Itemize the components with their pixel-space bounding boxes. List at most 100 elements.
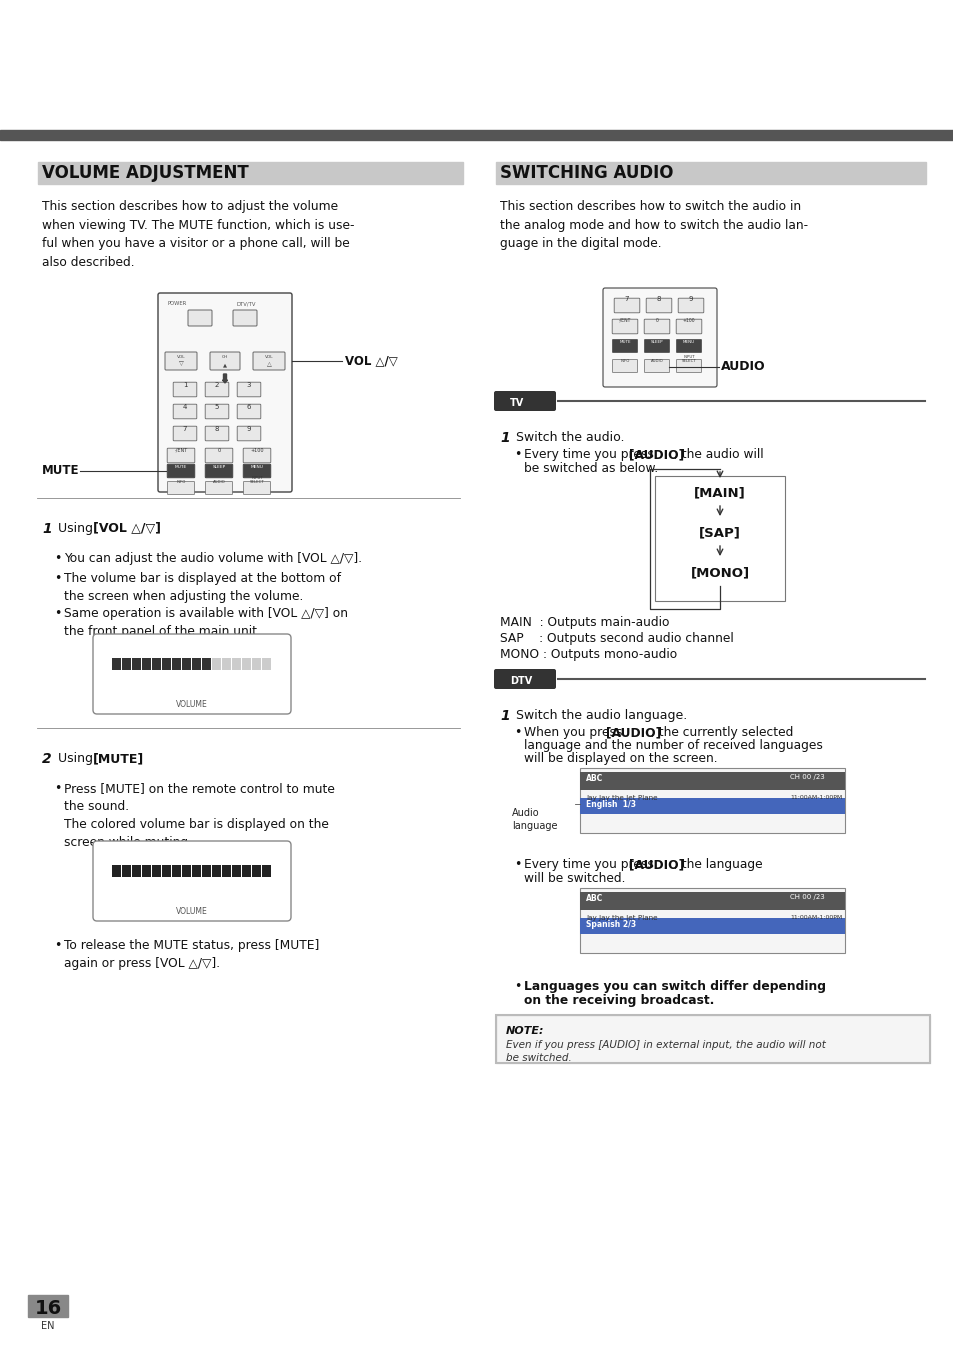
Text: SLEEP: SLEEP — [650, 340, 662, 345]
Text: △: △ — [266, 361, 271, 366]
FancyBboxPatch shape — [494, 390, 556, 411]
Text: Audio
language: Audio language — [512, 808, 557, 831]
Text: Switch the audio language.: Switch the audio language. — [516, 709, 686, 721]
Text: [MUTE]: [MUTE] — [92, 753, 144, 765]
FancyBboxPatch shape — [158, 293, 292, 492]
FancyBboxPatch shape — [205, 449, 233, 463]
Text: Every time you press: Every time you press — [523, 858, 657, 871]
Bar — [38, 162, 462, 184]
Text: 7: 7 — [183, 426, 187, 432]
Text: will be displayed on the screen.: will be displayed on the screen. — [523, 753, 717, 765]
FancyBboxPatch shape — [253, 353, 285, 370]
Bar — [496, 1015, 929, 1063]
Text: 0: 0 — [655, 317, 658, 323]
Text: 5: 5 — [214, 404, 219, 409]
Bar — [262, 865, 272, 877]
Text: VOLUME: VOLUME — [176, 700, 208, 709]
Text: 9: 9 — [247, 426, 251, 432]
FancyBboxPatch shape — [243, 465, 271, 478]
Text: VOLUME: VOLUME — [176, 907, 208, 916]
Text: [AUDIO]: [AUDIO] — [628, 449, 683, 461]
Bar — [193, 658, 201, 670]
Bar — [152, 658, 161, 670]
Text: 3: 3 — [247, 382, 251, 388]
Text: SAP    : Outputs second audio channel: SAP : Outputs second audio channel — [499, 632, 733, 644]
Text: language and the number of received languages: language and the number of received lang… — [523, 739, 822, 753]
Text: Jay Jay the Jet Plane: Jay Jay the Jet Plane — [585, 794, 657, 801]
Text: [MONO]: [MONO] — [690, 566, 749, 580]
FancyBboxPatch shape — [92, 634, 291, 713]
FancyBboxPatch shape — [173, 404, 196, 419]
FancyBboxPatch shape — [165, 353, 196, 370]
Bar — [162, 865, 172, 877]
Text: The volume bar is displayed at the bottom of
the screen when adjusting the volum: The volume bar is displayed at the botto… — [64, 571, 340, 603]
Text: •: • — [514, 449, 521, 461]
FancyBboxPatch shape — [602, 288, 717, 386]
Bar — [253, 658, 261, 670]
Text: •: • — [54, 571, 61, 585]
Text: be switched as below.: be switched as below. — [523, 462, 658, 476]
Text: Spanish 2/3: Spanish 2/3 — [585, 920, 636, 929]
Text: , the language: , the language — [673, 858, 761, 871]
Text: •: • — [514, 858, 521, 871]
Bar — [655, 476, 784, 601]
Text: 11:00AM-1:00PM: 11:00AM-1:00PM — [789, 915, 841, 920]
Text: 11:00AM-1:00PM: 11:00AM-1:00PM — [789, 794, 841, 800]
Text: MUTE: MUTE — [42, 463, 79, 477]
Text: NOTE:: NOTE: — [505, 1025, 544, 1036]
Text: DTV/TV: DTV/TV — [236, 301, 256, 305]
Text: TV: TV — [510, 399, 524, 408]
Bar — [222, 865, 232, 877]
Text: Languages you can switch differ depending: Languages you can switch differ dependin… — [523, 979, 825, 993]
Bar — [242, 865, 252, 877]
Text: POWER: POWER — [168, 301, 187, 305]
Text: •: • — [514, 725, 521, 739]
Text: +100: +100 — [250, 449, 263, 453]
Bar — [579, 771, 844, 790]
Text: MUTE: MUTE — [174, 465, 187, 469]
Text: INPUT
SELECT: INPUT SELECT — [680, 355, 696, 363]
Bar — [496, 162, 925, 184]
Text: [VOL △/▽]: [VOL △/▽] — [92, 521, 161, 535]
Text: •: • — [54, 939, 61, 952]
Text: INPUT
SELECT: INPUT SELECT — [250, 476, 264, 484]
Text: [AUDIO]: [AUDIO] — [605, 725, 660, 739]
Text: SWITCHING AUDIO: SWITCHING AUDIO — [499, 163, 673, 182]
Text: -/ENT: -/ENT — [174, 449, 188, 453]
FancyBboxPatch shape — [676, 339, 700, 353]
FancyBboxPatch shape — [188, 309, 212, 326]
Bar — [579, 767, 844, 834]
Text: 8: 8 — [214, 426, 219, 432]
Text: CH 00 /23: CH 00 /23 — [789, 774, 824, 780]
FancyBboxPatch shape — [494, 669, 556, 689]
Bar — [496, 1015, 929, 1063]
FancyArrow shape — [222, 374, 227, 382]
Text: DTV: DTV — [510, 676, 532, 686]
Text: ▽: ▽ — [178, 361, 183, 366]
FancyBboxPatch shape — [644, 339, 669, 353]
Text: Using: Using — [58, 753, 97, 765]
FancyBboxPatch shape — [205, 426, 229, 440]
Text: [MAIN]: [MAIN] — [694, 486, 745, 500]
Text: 6: 6 — [247, 404, 251, 409]
Text: Every time you press: Every time you press — [523, 449, 657, 461]
FancyBboxPatch shape — [92, 842, 291, 921]
Bar — [262, 658, 272, 670]
Text: , the audio will: , the audio will — [673, 449, 762, 461]
Bar — [213, 658, 221, 670]
Text: •: • — [54, 553, 61, 565]
Text: VOL: VOL — [176, 355, 185, 359]
Bar — [0, 130, 953, 141]
Text: This section describes how to adjust the volume
when viewing TV. The MUTE functi: This section describes how to adjust the… — [42, 200, 355, 269]
Text: CH 00 /23: CH 00 /23 — [789, 894, 824, 900]
FancyBboxPatch shape — [676, 359, 700, 373]
FancyBboxPatch shape — [210, 353, 240, 370]
Text: MENU: MENU — [251, 465, 263, 469]
Text: SLEEP: SLEEP — [213, 465, 226, 469]
Bar — [162, 658, 172, 670]
Text: Press [MUTE] on the remote control to mute
the sound.
The colored volume bar is : Press [MUTE] on the remote control to mu… — [64, 782, 335, 848]
FancyBboxPatch shape — [645, 299, 671, 313]
FancyBboxPatch shape — [168, 481, 194, 494]
FancyBboxPatch shape — [678, 299, 703, 313]
Text: 1: 1 — [183, 382, 187, 388]
